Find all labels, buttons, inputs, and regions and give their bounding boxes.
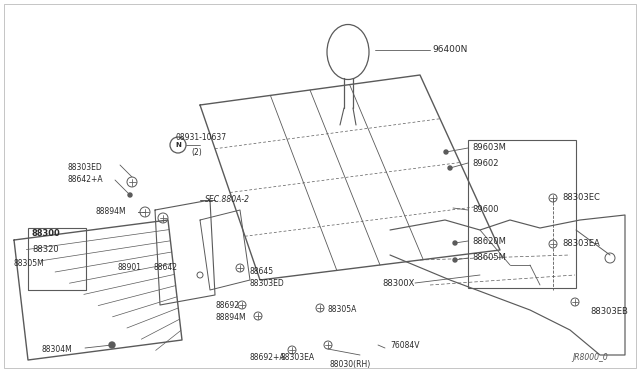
- Text: (2): (2): [191, 148, 202, 157]
- Text: 88642+A: 88642+A: [68, 176, 104, 185]
- Circle shape: [109, 342, 115, 348]
- Text: 88894M: 88894M: [215, 314, 246, 323]
- Text: 89600: 89600: [472, 205, 499, 215]
- Text: 88303EB: 88303EB: [590, 308, 628, 317]
- Text: 88305A: 88305A: [328, 305, 357, 314]
- Text: N: N: [175, 142, 181, 148]
- Text: 88303ED: 88303ED: [68, 164, 103, 173]
- Circle shape: [128, 193, 132, 197]
- Text: 89602: 89602: [472, 158, 499, 167]
- Text: 88304M: 88304M: [42, 346, 73, 355]
- Text: 88300X: 88300X: [383, 279, 415, 288]
- Text: 88692: 88692: [215, 301, 239, 310]
- Bar: [468, 140, 576, 288]
- Circle shape: [444, 150, 448, 154]
- Text: 88305M: 88305M: [14, 260, 45, 269]
- Bar: [28, 228, 86, 290]
- Text: 88894M: 88894M: [96, 208, 127, 217]
- Text: 88605M: 88605M: [472, 253, 506, 263]
- Text: 89603M: 89603M: [472, 144, 506, 153]
- Text: SEC.880A-2: SEC.880A-2: [205, 196, 250, 205]
- Text: 88303ED: 88303ED: [250, 279, 285, 289]
- Text: 88320: 88320: [32, 244, 59, 253]
- Text: 88620M: 88620M: [472, 237, 506, 246]
- Circle shape: [453, 258, 457, 262]
- Text: 88300: 88300: [32, 230, 61, 238]
- Text: 88642: 88642: [154, 263, 178, 273]
- Circle shape: [453, 241, 457, 245]
- Text: 96400N: 96400N: [432, 45, 467, 55]
- Text: 88030(RH): 88030(RH): [330, 360, 371, 369]
- Circle shape: [448, 166, 452, 170]
- Text: 88303EC: 88303EC: [562, 193, 600, 202]
- Text: 88303EA: 88303EA: [281, 353, 315, 362]
- Text: 08931-10637: 08931-10637: [175, 134, 226, 142]
- Text: 88901: 88901: [118, 263, 142, 273]
- Text: 88645: 88645: [250, 267, 274, 276]
- Text: JR8000_0: JR8000_0: [572, 353, 608, 362]
- Text: 76084V: 76084V: [390, 340, 419, 350]
- Text: 88303EA: 88303EA: [562, 240, 600, 248]
- Text: 88692+A: 88692+A: [250, 353, 285, 362]
